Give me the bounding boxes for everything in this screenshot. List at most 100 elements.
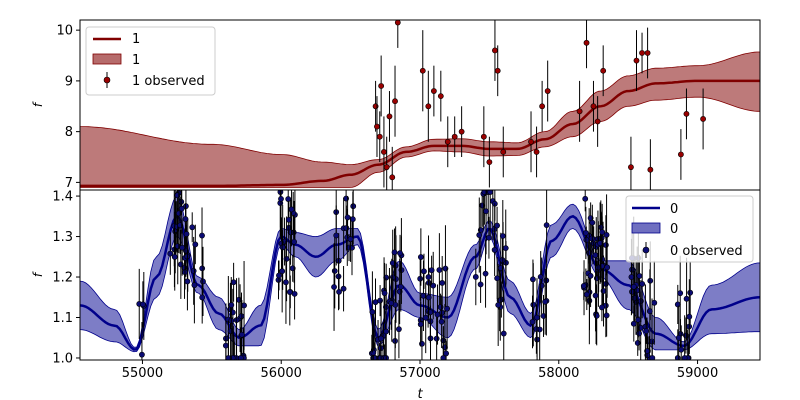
bottom-observed-point [646,308,653,315]
top-legend-points-label: 1 observed [132,74,205,89]
top-observed-point [500,149,507,155]
top-observed-point [386,113,393,120]
bottom-observed-point [378,335,384,342]
top-observed-point [419,67,426,74]
bottom-observed-point [291,290,298,297]
bottom-y-tick-label: 1.0 [52,351,73,366]
bottom-observed-point [167,250,174,257]
top-observed-point [480,133,487,140]
bottom-observed-point [179,244,186,251]
bottom-observed-point [491,247,498,253]
bottom-observed-point [639,281,646,287]
bottom-observed-point [483,208,489,215]
bottom-observed-point [599,229,606,236]
bottom-observed-point [674,301,681,308]
bottom-observed-point [279,244,286,251]
bottom-observed-point [542,298,549,305]
bottom-observed-point [425,274,432,280]
top-observed-point [533,149,540,155]
bottom-observed-point [377,297,383,304]
bottom-observed-point [343,225,350,231]
bottom-observed-point [285,196,292,202]
top-observed-point [437,93,444,100]
top-observed-point [389,174,396,181]
bottom-x-tick-label: 59000 [677,366,718,381]
bottom-observed-point [494,275,501,282]
top-mean-line [80,79,760,188]
bottom-observed-point [396,326,402,333]
top-observed-point [590,103,597,110]
bottom-observed-point [383,328,390,335]
bottom-legend: 0 0 0 observed [625,195,754,263]
bottom-observed-point [417,254,424,260]
bottom-observed-point [199,294,206,301]
bottom-observed-point [228,302,235,308]
bottom-observed-point [533,326,540,332]
bottom-observed-point [472,274,479,280]
bottom-observed-point [683,295,690,302]
top-legend-band-label: 1 [132,53,140,68]
bottom-observed-point [183,231,190,237]
top-legend-line-label: 1 [132,32,140,47]
bottom-observed-point [636,330,642,337]
bottom-observed-point [677,290,684,297]
bottom-observed-point [580,282,587,289]
bottom-observed-point [681,355,688,360]
bottom-observed-point [288,206,295,213]
bottom-observed-point [436,267,443,273]
bottom-observed-point [487,190,494,195]
bottom-x-tick-label: 55000 [122,366,163,381]
top-observed-point [444,138,451,145]
top-observed-point [700,116,707,122]
bottom-observed-point [178,205,185,212]
top-observed-point [539,103,546,110]
bottom-observed-point [443,350,450,357]
bottom-observed-point [678,346,685,353]
bottom-observed-point [530,276,536,283]
bottom-observed-point [686,313,693,320]
bottom-x-axis-label: t [417,387,423,400]
bottom-observed-point [440,355,447,360]
bottom-observed-point [286,289,293,295]
bottom-observed-point [335,273,342,280]
bottom-observed-point [422,314,429,321]
bottom-legend-point-swatch [642,246,650,254]
top-legend-box [85,26,216,96]
bottom-observed-point [603,232,610,238]
bottom-observed-point [222,342,229,349]
bottom-observed-point [543,222,550,229]
bottom-observed-point [278,195,284,202]
top-legend-band-swatch [92,53,122,65]
top-observed-point [374,123,380,130]
bottom-observed-point [139,351,145,358]
bottom-observed-point [530,301,537,308]
top-observed-point [677,151,684,158]
bottom-observed-point [191,282,198,289]
bottom-observed-point [391,249,398,256]
bottom-observed-point [444,305,451,312]
bottom-observed-point [586,249,593,256]
top-observed-point [583,39,590,46]
bottom-observed-point [486,234,492,241]
bottom-observed-point [439,280,446,286]
bottom-observed-point [291,238,297,245]
bottom-y-axis-label: f [31,271,45,277]
bottom-observed-point [604,264,611,271]
bottom-observed-point [279,268,286,275]
top-y-tick-label: 10 [56,24,73,39]
top-observed-point [378,83,385,89]
bottom-observed-point [238,331,245,338]
bottom-observed-point [336,288,342,295]
top-observed-point [492,47,498,54]
top-panel: 7 8 9 10 f 1 1 1 observed [31,19,761,191]
bottom-observed-point [583,291,590,298]
bottom-observed-point [347,236,354,243]
top-y-tick-label: 8 [65,125,73,140]
bottom-observed-point [643,328,650,335]
top-observed-point [544,88,551,94]
top-observed-point [683,110,690,117]
bottom-observed-point [276,272,282,279]
top-observed-point [600,67,607,74]
top-observed-point [383,164,390,171]
